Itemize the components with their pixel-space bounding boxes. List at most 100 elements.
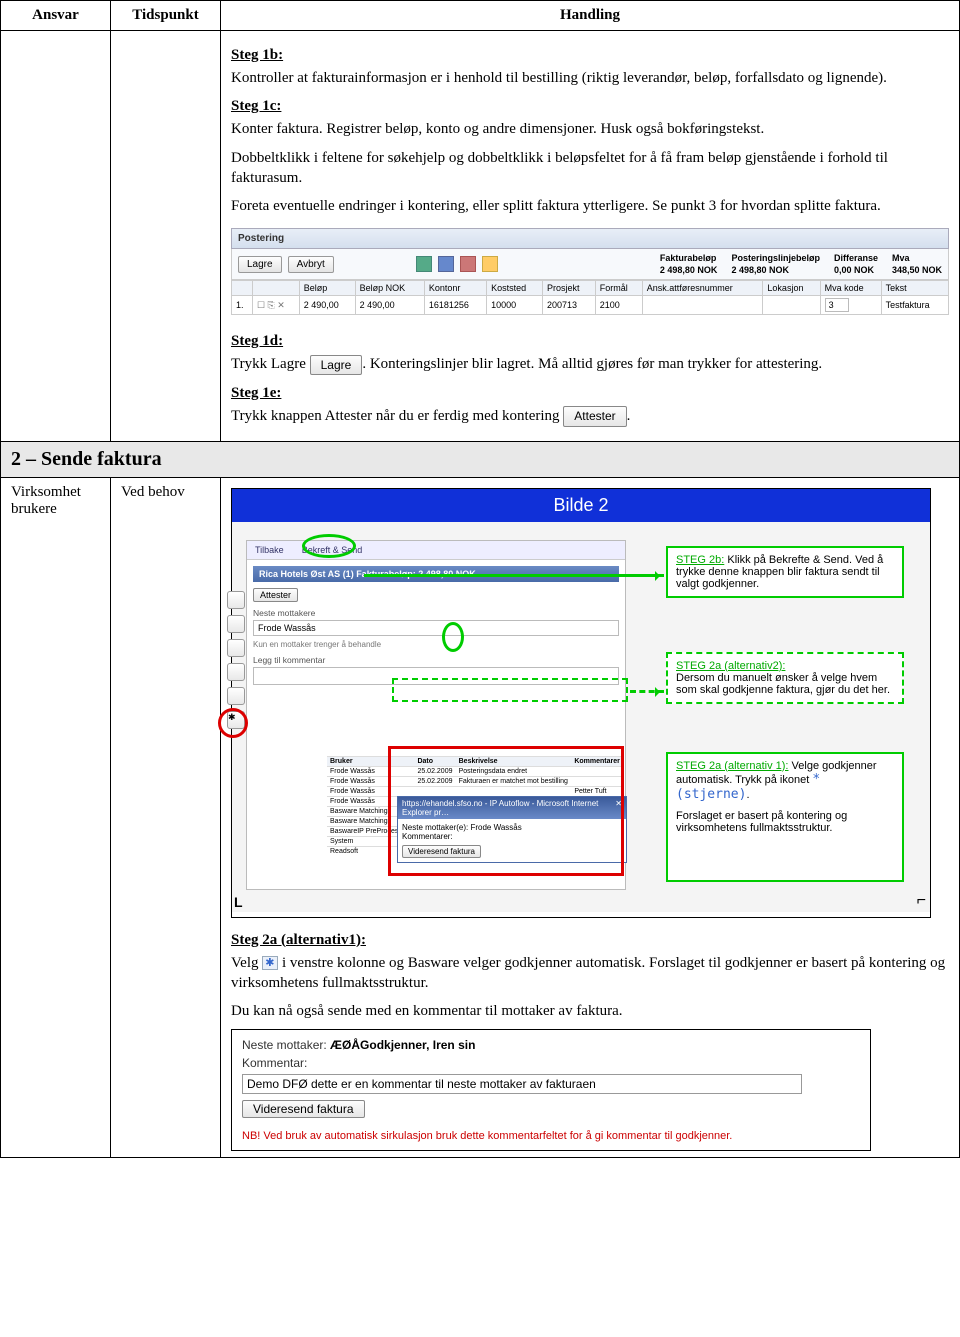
pg-h7: Formål (595, 281, 642, 296)
toolbar-icon-2[interactable] (438, 256, 454, 272)
step1e-title: Steg 1e: (231, 385, 949, 402)
neste-mottakere-input[interactable]: Frode Wassås (253, 620, 619, 636)
cb-videresend-button[interactable]: Videresend faktura (242, 1100, 365, 1118)
red-box-popup (388, 746, 624, 876)
col-handling: Handling (221, 1, 960, 31)
mva-lbl: Mva (892, 253, 942, 263)
toolbar-icon-4[interactable] (482, 256, 498, 272)
step2a-pre: Velg (231, 955, 262, 971)
callout-2a1-text2: Forslaget er basert på kontering og virk… (676, 810, 847, 834)
avbryt-button[interactable]: Avbryt (288, 256, 334, 273)
attest-button[interactable]: Attester (253, 588, 298, 602)
tab-tilbake[interactable]: Tilbake (255, 545, 284, 555)
pg-belop[interactable]: 2 490,00 (299, 296, 355, 315)
attester-inline-button[interactable]: Attester (563, 406, 626, 426)
step1d-post: . Konteringslinjer blir lagret. Må allti… (362, 356, 822, 372)
neste-mottakere-lbl: Neste mottakere (253, 608, 619, 618)
green-ring-addperson (442, 622, 464, 652)
bilde2-body: ✱ Tilbake Bekreft & Send Rica Hotels Øst… (232, 522, 930, 912)
postering-title: Postering (231, 228, 949, 249)
pg-konto[interactable]: 16181256 (424, 296, 486, 315)
cell-tid-2: Ved behov (111, 477, 221, 1158)
col-tidspunkt: Tidspunkt (111, 1, 221, 31)
step2a-post: i venstre kolonne og Basware velger godk… (231, 955, 945, 991)
postering-row: 1. ☐ ⎘ ✕ 2 490,00 2 490,00 16181256 1000… (232, 296, 949, 315)
green-ring-bekreft (302, 534, 356, 558)
cell-handling-1: Steg 1b: Kontroller at fakturainformasjo… (221, 31, 960, 442)
pg-h4: Kontonr (424, 281, 486, 296)
postering-toolbar: Lagre Avbryt Fakturabeløp Posteringslinj… (231, 249, 949, 280)
fakturabelop-val: 2 498,80 NOK (660, 265, 718, 275)
diff-lbl: Differanse (834, 253, 878, 263)
red-ring-star (218, 708, 248, 738)
pg-koststed[interactable]: 10000 (487, 296, 543, 315)
pg-h8: Ansk.attføresnummer (642, 281, 763, 296)
rail-icon-3[interactable] (227, 639, 245, 657)
bilde2-banner: Bilde 2 (232, 489, 930, 522)
pg-tekst[interactable]: Testfaktura (881, 296, 948, 315)
pg-ansk[interactable] (642, 296, 763, 315)
cb-komm-input[interactable] (242, 1074, 802, 1094)
cell-ansvar-2: Virksomhet brukere (1, 477, 111, 1158)
step1c-p2: Dobbeltklikk i feltene for søkehjelp og … (231, 148, 949, 189)
rail-icon-5[interactable] (227, 687, 245, 705)
postlinje-lbl: Posteringslinjebeløp (731, 253, 820, 263)
pg-lok[interactable] (763, 296, 820, 315)
legg-kommentar-lbl: Legg til kommentar (253, 655, 619, 665)
kun-en-text: Kun en mottaker trenger å behandle (253, 640, 619, 649)
step2a-p2: Du kan nå også sende med en kommentar ti… (231, 1001, 949, 1021)
crop-mark-r: ⌐ (917, 892, 926, 910)
step1e-text: Trykk knappen Attester når du er ferdig … (231, 406, 949, 427)
bilde2-figure: Bilde 2 ✱ (231, 488, 931, 918)
step2a-title: Steg 2a (alternativ1): (231, 932, 949, 949)
pg-h5: Koststed (487, 281, 543, 296)
pg-h2: Beløp (299, 281, 355, 296)
pg-h3: Beløp NOK (355, 281, 424, 296)
pg-h11: Tekst (881, 281, 948, 296)
lagre-inline-button[interactable]: Lagre (310, 355, 363, 375)
step1c-p1: Konter faktura. Registrer beløp, konto o… (231, 119, 949, 139)
pg-h1 (252, 281, 299, 296)
lagre-button[interactable]: Lagre (238, 256, 282, 273)
step2a-p1: Velg i venstre kolonne og Basware velger… (231, 953, 949, 994)
rail-icon-4[interactable] (227, 663, 245, 681)
pg-beloknok[interactable]: 2 490,00 (355, 296, 424, 315)
pg-h0 (232, 281, 253, 296)
cb-komm-lbl: Kommentar: (242, 1056, 307, 1070)
pg-formal[interactable]: 2100 (595, 296, 642, 315)
cb-neste-val: ÆØÅGodkjenner, Iren sin (330, 1038, 475, 1052)
pg-h6: Prosjekt (543, 281, 596, 296)
rail-icon-2[interactable] (227, 615, 245, 633)
toolbar-icon-1[interactable] (416, 256, 432, 272)
diff-val: 0,00 NOK (834, 265, 878, 275)
star-icon[interactable] (262, 956, 278, 970)
comment-box: Neste mottaker: ÆØÅGodkjenner, Iren sin … (231, 1029, 871, 1151)
step1b-text: Kontroller at fakturainformasjon er i he… (231, 68, 949, 88)
pg-mva[interactable]: 3 (820, 296, 881, 315)
pg-h10: Mva kode (820, 281, 881, 296)
callout-2a2-title: STEG 2a (alternativ2): (676, 660, 894, 672)
step1c-title: Steg 1c: (231, 98, 949, 115)
pg-prosjekt[interactable]: 200713 (543, 296, 596, 315)
step1e-post: . (627, 408, 631, 424)
col-ansvar: Ansvar (1, 1, 111, 31)
dash-rect-comment (392, 678, 628, 702)
step1c-p3: Foreta eventuelle endringer i kontering,… (231, 196, 949, 216)
rail-icon-1[interactable] (227, 591, 245, 609)
postering-panel: Postering Lagre Avbryt Fakturabeløp Post… (231, 228, 949, 315)
fakturabelop-lbl: Fakturabeløp (660, 253, 718, 263)
arrow-to-c1 (364, 574, 664, 577)
step1d-pre: Trykk Lagre (231, 356, 310, 372)
step1d-title: Steg 1d: (231, 333, 949, 350)
main-table: Ansvar Tidspunkt Handling Steg 1b: Kontr… (0, 0, 960, 1158)
toolbar-icon-3[interactable] (460, 256, 476, 272)
callout-2a2-text: Dersom du manuelt ønsker å velge hvem so… (676, 672, 890, 696)
callout-2b: STEG 2b: Klikk på Bekrefte & Send. Ved å… (666, 546, 904, 598)
pg-row-icons[interactable]: ☐ ⎘ ✕ (252, 296, 299, 315)
callout-2a-alt2: STEG 2a (alternativ2): Dersom du manuelt… (666, 652, 904, 704)
cb-neste-lbl: Neste mottaker: (242, 1038, 327, 1052)
pg-h9: Lokasjon (763, 281, 820, 296)
callout-2b-title: STEG 2b: (676, 554, 724, 566)
step1b-title: Steg 1b: (231, 47, 949, 64)
arrow-to-c2 (630, 690, 664, 693)
